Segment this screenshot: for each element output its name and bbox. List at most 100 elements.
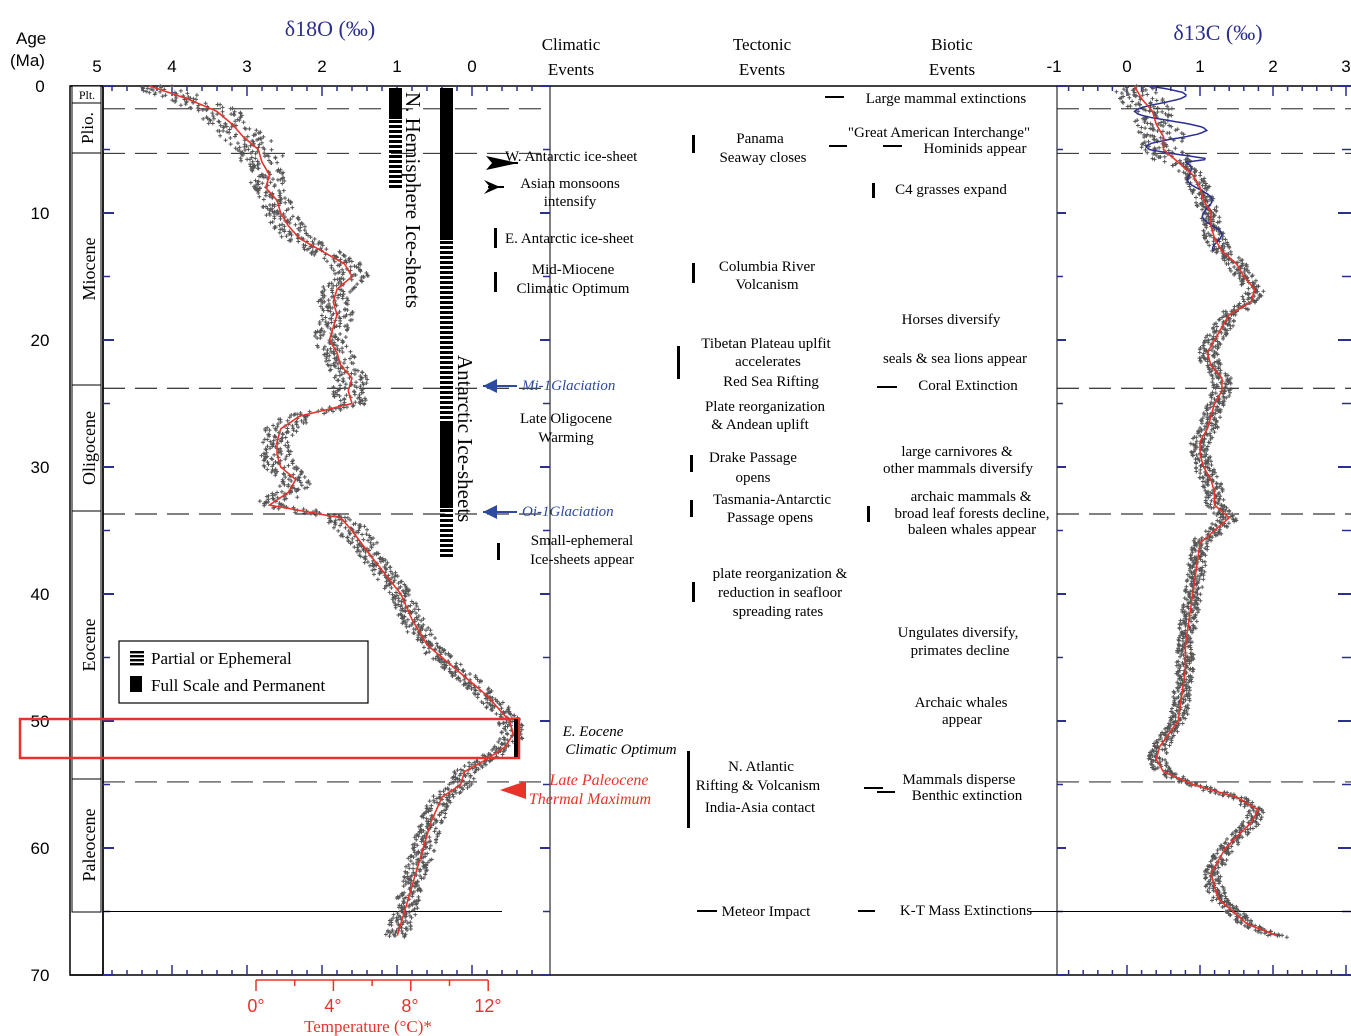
d18o-data-point (271, 423, 276, 428)
tectonic-marker-line (697, 910, 717, 912)
biotic-marker-bar (872, 183, 875, 198)
d18o-data-point (448, 800, 453, 805)
d18o-data-point (463, 773, 468, 778)
d18o-data-point (267, 428, 272, 433)
d18o-data-point (409, 915, 414, 920)
age-tick-label: 0 (35, 77, 44, 96)
d13c-data-point (1132, 90, 1137, 95)
climatic-event-small-ice: Small-ephemeral Ice-sheets appear (530, 533, 634, 568)
d18o-data-point (496, 739, 501, 744)
epoch-box-oligocene (71, 384, 102, 512)
d13c-tick-label: 0 (1122, 57, 1131, 76)
arrow-icon (500, 781, 526, 799)
d18o-data-point (337, 369, 342, 374)
d13c-data-point (1121, 100, 1126, 105)
d18o-data-point (361, 275, 366, 280)
d18o-data-point (433, 636, 438, 641)
biotic-event-coral: Coral Extinction (918, 378, 1018, 394)
d13c-data-point (1194, 200, 1199, 205)
d18o-data-point (326, 298, 331, 303)
d18o-data-point (473, 692, 478, 697)
d18o-data-point (412, 850, 417, 855)
tectonic-marker-bar (677, 346, 680, 379)
d18o-data-point (232, 134, 237, 139)
d18o-data-point (360, 390, 365, 395)
d18o-data-point (355, 368, 360, 373)
d18o-data-point (409, 878, 414, 883)
d18o-data-point (497, 722, 502, 727)
d13c-data-point (1150, 96, 1155, 101)
d18o-data-point (414, 601, 419, 606)
d18o-data-point (268, 220, 273, 225)
d13c-data-point (1164, 144, 1169, 149)
d18o-data-point (270, 177, 275, 182)
d18o-data-point (266, 462, 271, 467)
d18o-data-point (374, 540, 379, 545)
d18o-data-point (405, 629, 410, 634)
d18o-data-point (247, 126, 252, 131)
d18o-data-point (423, 635, 428, 640)
climatic-event-eeco: E. Eocene Climatic Optimum (562, 724, 677, 758)
d18o-data-point (296, 425, 301, 430)
d13c-data-point (1202, 559, 1207, 564)
d18o-data-point (280, 171, 285, 176)
ice-bar-dash (440, 366, 453, 369)
d13c-data-point (1205, 199, 1210, 204)
d18o-data-point (467, 760, 472, 765)
d18o-data-point (416, 607, 421, 612)
d18o-data-point (185, 91, 190, 96)
d13c-data-point (1170, 163, 1175, 168)
ice-bar-dash (440, 316, 453, 319)
d18o-data-point (390, 597, 395, 602)
d18o-data-point (404, 587, 409, 592)
d18o-data-point (366, 273, 371, 278)
d18o-data-point (268, 180, 273, 185)
d13c-data-point (1134, 84, 1139, 89)
d13c-data-point (1157, 155, 1162, 160)
d18o-data-point (302, 224, 307, 229)
ice-bar-dash (440, 276, 453, 279)
d18o-data-point (361, 548, 366, 553)
d18o-data-point (410, 894, 415, 899)
d13c-data-point (1195, 204, 1200, 209)
d18o-data-point (432, 800, 437, 805)
d18o-data-point (331, 283, 336, 288)
d13c-data-point (1169, 113, 1174, 118)
d18o-data-point (441, 649, 446, 654)
d13c-data-point (1139, 125, 1144, 130)
d18o-data-point (296, 217, 301, 222)
d18o-data-point (256, 190, 261, 195)
d18o-data-point (254, 182, 259, 187)
d18o-data-point (392, 933, 397, 938)
d18o-data-point (361, 382, 366, 387)
d13c-data-point (1125, 104, 1130, 109)
d18o-data-point (280, 222, 285, 227)
d18o-data-point (298, 221, 303, 226)
d18o-data-point (319, 298, 324, 303)
d18o-data-point (360, 398, 365, 403)
climatic-marker-bar (497, 543, 500, 560)
temperature-tick-label: 4° (324, 996, 341, 1016)
ice-bar-dash (440, 336, 453, 339)
d13c-data-point (1210, 376, 1215, 381)
d13c-data-point (1209, 498, 1214, 503)
d18o-data-point (462, 764, 467, 769)
ice-bar-dash (389, 185, 402, 188)
ice-bar-dash (440, 549, 453, 552)
d18o-data-point (472, 685, 477, 690)
d18o-data-point (262, 147, 267, 152)
d18o-data-point (503, 727, 508, 732)
d13c-data-point (1194, 619, 1199, 624)
d13c-data-point (1210, 521, 1215, 526)
d18o-data-point (319, 313, 324, 318)
d18o-data-point (327, 358, 332, 363)
d18o-data-point (458, 678, 463, 683)
d18o-data-point (414, 832, 419, 837)
d13c-data-point (1206, 483, 1211, 488)
ice-bar-dash (440, 281, 453, 284)
ice-bar-dash (389, 175, 402, 178)
d18o-data-point (280, 227, 285, 232)
d13c-data-point (1125, 85, 1130, 90)
ice-bar-dash (389, 145, 402, 148)
d18o-data-point (235, 147, 240, 152)
